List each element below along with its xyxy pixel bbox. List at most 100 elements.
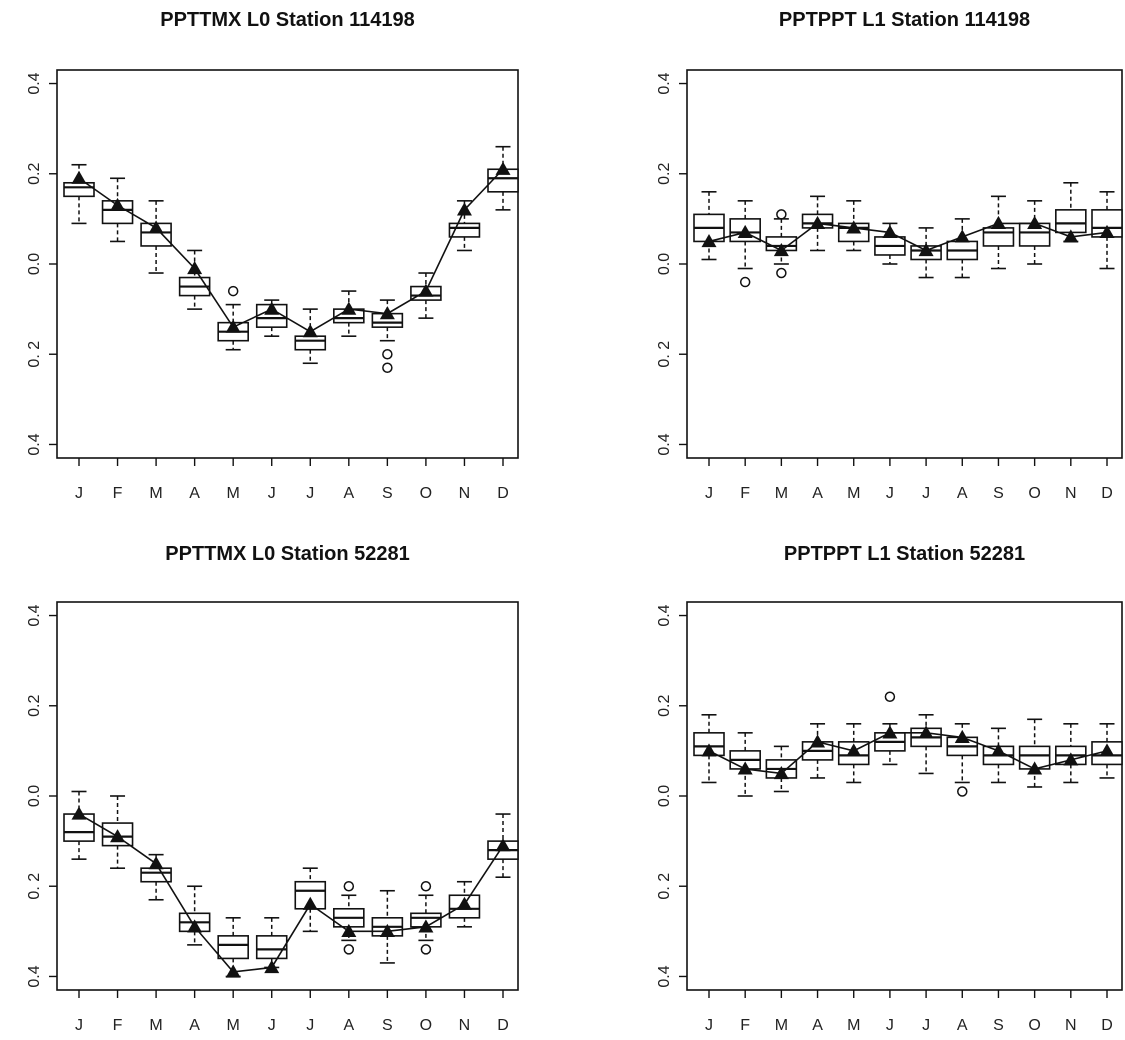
x-tick-label: N [459,1017,471,1034]
chart-title: PPTTMX L0 Station 114198 [160,9,415,31]
x-tick-label: N [1065,1017,1077,1034]
mean-line [78,168,504,333]
x-tick-label: F [740,1017,750,1034]
mean-marker [882,224,898,239]
y-tick-label: 0.4 [656,433,673,455]
x-tick-label: S [993,485,1004,502]
box-O [1018,200,1051,265]
x-tick-label: A [343,485,354,502]
x-tick-label: S [382,485,393,502]
x-tick-label: J [922,485,930,502]
x-tick-label: M [847,1017,860,1034]
box-O [1018,718,1051,788]
mean-marker [846,743,862,757]
x-tick-label: J [705,1017,713,1034]
outlier-point [382,362,393,374]
x-tick-label: M [847,485,860,502]
mean-marker [302,896,318,910]
y-tick-label: 0. 2 [656,341,673,368]
x-tick-label: A [189,485,200,502]
mean-marker [918,725,934,739]
x-tick-label: D [497,1017,509,1034]
x-tick-label: S [993,1017,1004,1034]
x-tick-label: A [957,1017,968,1034]
y-tick-label: 0.2 [656,163,673,185]
mean-marker [187,919,203,933]
y-tick-label: 0.4 [26,72,43,94]
x-tick-label: O [1028,485,1040,502]
y-tick-label: 0.2 [26,163,43,185]
box-M [140,853,172,901]
mean-marker [341,923,357,937]
mean-marker [1027,215,1043,230]
outlier-point [420,944,432,955]
x-tick-label: O [1028,1017,1040,1034]
box-M [217,285,249,351]
x-tick-label: M [227,485,240,502]
box-A [946,218,979,279]
outlier-point [957,786,968,797]
box-A [333,290,365,337]
y-tick-label: 0. 2 [656,873,673,900]
mean-marker [341,301,357,315]
mean-marker [954,229,970,243]
x-tick-label: M [227,1017,240,1034]
mean-marker [737,224,753,239]
mean-marker [148,856,164,870]
mean-marker [810,215,826,230]
plot-frame [56,69,519,459]
mean-marker [737,761,753,775]
x-tick-label: D [1101,1017,1113,1034]
y-tick-label: 0.4 [656,604,673,626]
chart-title: PPTPPT L1 Station 52281 [784,543,1025,565]
box-F [729,200,761,288]
x-tick-label: M [149,1017,162,1034]
x-tick-label: M [775,485,788,502]
mean-marker [990,215,1006,230]
mean-marker [1063,752,1079,766]
box-O [410,880,442,955]
box-M [140,200,172,274]
x-tick-label: A [189,1017,200,1034]
x-tick-label: J [75,485,83,502]
x-tick-label: F [113,485,123,502]
y-tick-label: 0.4 [656,965,673,987]
mean-marker [1027,761,1043,775]
box-S [982,195,1015,270]
x-tick-label: S [382,1017,393,1034]
plot-frame [686,69,1123,459]
chart-title: PPTTMX L0 Station 52281 [165,543,410,565]
x-tick-label: A [343,1017,354,1034]
mean-marker [456,202,472,216]
mean-marker [264,301,280,315]
x-tick-label: M [775,1017,788,1034]
mean-marker [990,743,1006,757]
x-tick-label: D [1101,485,1113,502]
mean-marker [954,729,970,743]
box-S [371,299,404,374]
panel-4: PPTPPT L1 Station 52281 0.4 0. 2 0.0 0.2 0.4 J… [656,543,1123,1034]
mean-marker [1099,224,1115,239]
mean-marker [773,765,789,780]
mean-marker [110,829,126,843]
outlier-point [776,267,787,279]
box-body [255,935,288,960]
outlier-point [343,944,355,955]
x-tick-label: J [306,485,314,502]
y-tick-label: 0.0 [656,785,673,807]
mean-marker [701,233,717,248]
box-body [982,227,1015,247]
mean-marker [1099,743,1115,757]
outlier-point [343,880,355,892]
box-J [255,299,288,337]
mean-marker [495,161,511,175]
mean-marker [418,283,434,297]
outlier-point [382,348,393,360]
x-tick-label: F [740,485,750,502]
panel-1: PPTTMX L0 Station 114198 0.4 0. 2 0.0 0.2 0.4… [26,9,519,502]
mean-marker [810,734,826,748]
outlier-point [420,880,432,892]
mean-line [708,222,1108,252]
x-tick-label: D [497,485,509,502]
mean-marker [918,242,934,257]
